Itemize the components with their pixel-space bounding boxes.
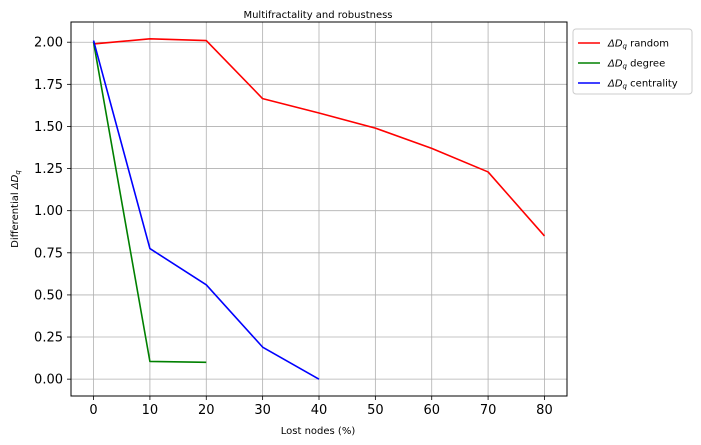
x-tick-label: 40 — [311, 403, 328, 418]
x-tick-label: 60 — [423, 403, 440, 418]
y-tick-label: 1.00 — [34, 204, 63, 219]
x-tick-label: 80 — [536, 403, 553, 418]
x-tick-label: 0 — [89, 403, 97, 418]
y-axis-label-symbol: ΔD — [10, 174, 21, 190]
legend-symbol: ΔD — [607, 79, 623, 90]
legend-suffix: centrality — [627, 79, 678, 90]
y-tick-label: 2.00 — [34, 36, 63, 51]
series-line-degree — [92, 42, 207, 364]
chart-title: Multifractality and robustness — [243, 10, 392, 21]
y-tick-label: 0.50 — [34, 288, 63, 303]
y-tick-label: 1.75 — [34, 78, 63, 93]
legend-label-degree: ΔDq degree — [607, 59, 665, 71]
legend-frame — [572, 28, 693, 95]
legend-subscript: q — [623, 63, 628, 71]
legend-symbol: ΔD — [607, 39, 623, 50]
y-tick-label: 0.25 — [34, 331, 63, 346]
y-tick-label: 0.00 — [34, 373, 63, 388]
legend-subscript: q — [623, 43, 628, 51]
legend-label-centrality: ΔDq centrality — [607, 79, 678, 91]
y-axis-label-prefix: Differential — [10, 189, 21, 248]
grid — [71, 22, 567, 396]
series-layer — [92, 38, 546, 380]
series-line-random — [93, 38, 546, 237]
x-tick-label: 20 — [198, 403, 215, 418]
legend-label-random: ΔDq random — [607, 39, 669, 51]
y-tick-label: 1.50 — [34, 120, 63, 135]
y-tick-label: 1.25 — [34, 162, 63, 177]
legend-subscript: q — [623, 83, 628, 91]
x-axis: 0 10 20 30 40 50 60 70 80 — [89, 396, 553, 418]
legend-suffix: degree — [627, 59, 665, 70]
y-axis-label-subscript: q — [14, 170, 22, 175]
x-axis-label: Lost nodes (%) — [281, 426, 356, 437]
legend-symbol: ΔD — [607, 59, 623, 70]
series-line-centrality — [92, 40, 320, 380]
y-axis: 0.00 0.25 0.50 0.75 1.00 1.25 1.50 1.75 2.00 — [34, 36, 71, 388]
y-axis-label: Differential ΔDq — [10, 170, 22, 248]
x-tick-label: 50 — [367, 403, 384, 418]
x-tick-label: 10 — [142, 403, 159, 418]
x-tick-label: 70 — [480, 403, 497, 418]
x-tick-label: 30 — [254, 403, 271, 418]
y-tick-label: 0.75 — [34, 246, 63, 261]
legend-suffix: random — [627, 39, 669, 50]
